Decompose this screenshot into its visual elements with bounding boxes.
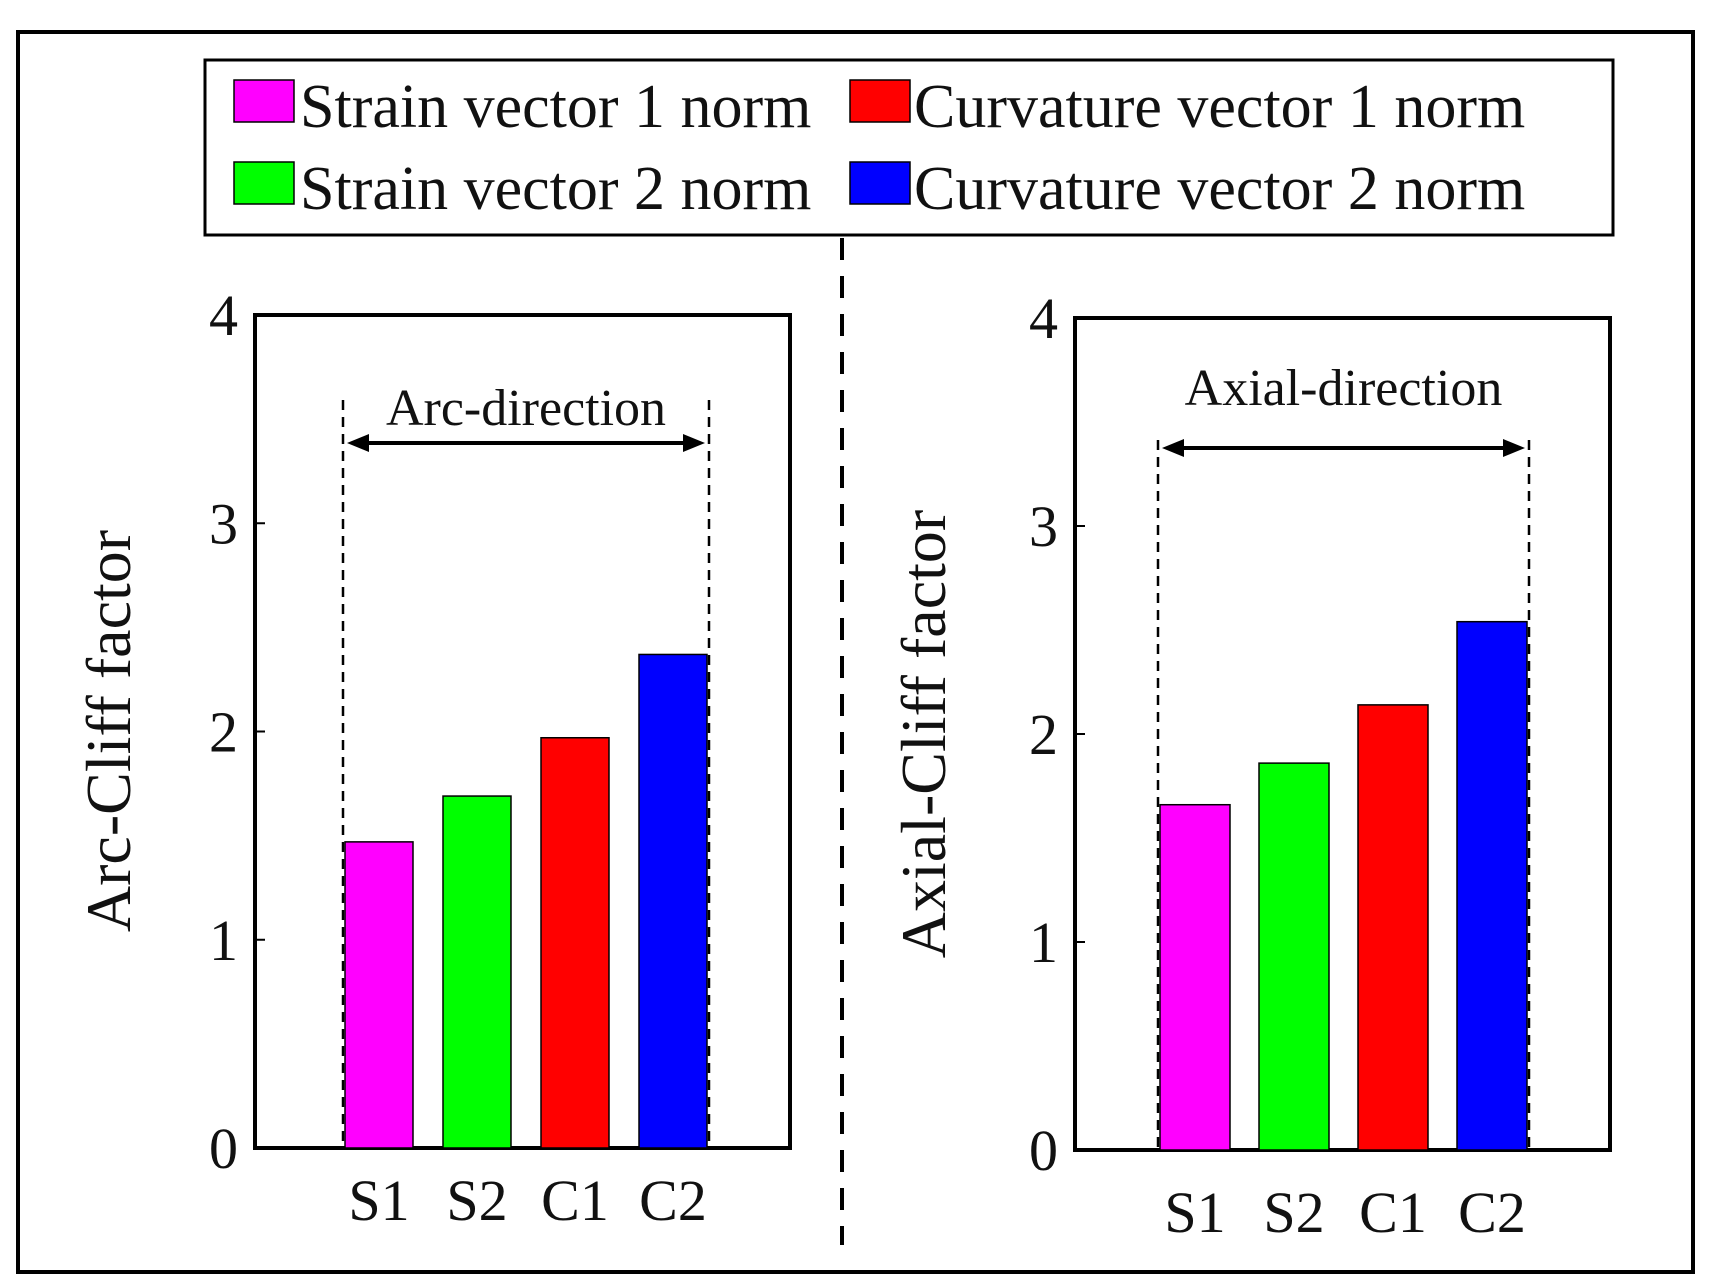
arc-bar-c2 xyxy=(638,653,708,1149)
arc-x-tick-label-s1: S1 xyxy=(348,1168,409,1233)
axial-chart: 0 1 2 3 4 S1 S2 C1 C2 Axial-direction Axial-Cli… xyxy=(888,286,1612,1245)
arc-y-tick-label: 0 xyxy=(209,1116,238,1181)
axial-x-tick-label-c1: C1 xyxy=(1359,1180,1427,1245)
axial-y-tick-label: 4 xyxy=(1029,286,1058,351)
arc-x-ticks: S1 S2 C1 C2 xyxy=(348,1168,706,1233)
axial-bar-s1 xyxy=(1159,803,1231,1151)
axial-arrow-head-right xyxy=(1503,439,1525,457)
arc-arrow-head-left xyxy=(347,434,369,452)
legend-label-curvature-1: Curvature vector 1 norm xyxy=(914,73,1525,141)
axial-y-ticks: 0 1 2 3 4 xyxy=(1029,286,1085,1183)
legend-swatch-strain-2 xyxy=(233,161,295,205)
legend-label-strain-1: Strain vector 1 norm xyxy=(300,73,811,141)
axial-bar-s2 xyxy=(1258,762,1330,1151)
arc-y-tick-label: 3 xyxy=(209,491,238,556)
axial-y-axis-label: Axial-Cliff factor xyxy=(888,510,959,958)
axial-y-tick-label: 3 xyxy=(1029,494,1058,559)
axial-direction-label: Axial-direction xyxy=(1185,360,1503,417)
legend-label-curvature-2: Curvature vector 2 norm xyxy=(914,155,1525,223)
axial-y-tick-label: 2 xyxy=(1029,702,1058,767)
axial-direction-annotation: Axial-direction xyxy=(1156,360,1531,1150)
arc-direction-label: Arc-direction xyxy=(386,380,666,437)
arc-bars xyxy=(344,653,708,1149)
arc-direction-annotation: Arc-direction xyxy=(341,380,711,1148)
arc-x-tick-label-s2: S2 xyxy=(446,1168,507,1233)
arc-bar-s2 xyxy=(442,795,512,1149)
axial-x-ticks: S1 S2 C1 C2 xyxy=(1164,1180,1525,1245)
legend-entry-strain-1: Strain vector 1 norm xyxy=(233,73,811,141)
axial-x-tick-label-s1: S1 xyxy=(1164,1180,1225,1245)
legend-swatch-curvature-1 xyxy=(849,79,911,123)
axial-bars xyxy=(1159,620,1528,1151)
arc-y-axis-label: Arc-Cliff factor xyxy=(73,530,144,932)
arc-bar-c1 xyxy=(540,736,610,1149)
legend-swatch-curvature-2 xyxy=(849,161,911,205)
arc-bar-s1 xyxy=(344,841,414,1149)
legend: Strain vector 1 norm Curvature vector 1 … xyxy=(203,58,1615,237)
legend-entry-strain-2: Strain vector 2 norm xyxy=(233,155,811,223)
axial-bar-c1 xyxy=(1357,704,1429,1151)
arc-y-tick-label: 2 xyxy=(209,700,238,765)
arc-arrow-head-right xyxy=(683,434,705,452)
figure-border xyxy=(16,30,1695,1274)
axial-y-tick-label: 1 xyxy=(1029,910,1058,975)
arc-y-ticks: 0 1 2 3 4 xyxy=(209,283,265,1181)
axial-arrow-head-left xyxy=(1162,439,1184,457)
arc-x-tick-label-c1: C1 xyxy=(541,1168,609,1233)
axial-x-tick-label-c2: C2 xyxy=(1458,1180,1526,1245)
arc-y-tick-label: 1 xyxy=(209,908,238,973)
axial-x-tick-label-s2: S2 xyxy=(1263,1180,1324,1245)
legend-label-strain-2: Strain vector 2 norm xyxy=(300,155,811,223)
legend-swatch-strain-1 xyxy=(233,79,295,123)
arc-y-tick-label: 4 xyxy=(209,283,238,348)
arc-x-tick-label-c2: C2 xyxy=(639,1168,707,1233)
legend-entry-curvature-2: Curvature vector 2 norm xyxy=(849,155,1525,223)
axial-bar-c2 xyxy=(1456,620,1528,1151)
arc-chart: 0 1 2 3 4 S1 S2 C1 C2 Arc-direction Arc-Cliff f… xyxy=(73,283,792,1233)
axial-y-tick-label: 0 xyxy=(1029,1118,1058,1183)
legend-entry-curvature-1: Curvature vector 1 norm xyxy=(849,73,1525,141)
